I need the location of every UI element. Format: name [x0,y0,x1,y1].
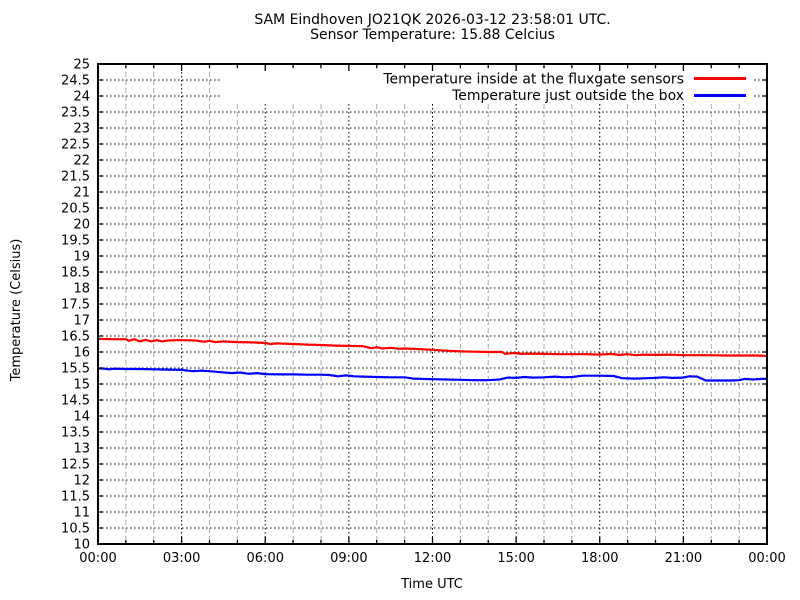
y-tick-label: 23.5 [61,106,90,121]
legend-background [222,70,752,103]
legend-label-inside: Temperature inside at the fluxgate senso… [382,72,684,88]
x-tick-label: 06:00 [247,551,284,566]
y-tick-label: 18.5 [61,266,90,281]
y-tick-label: 21 [73,186,90,201]
y-tick-label: 14.5 [61,394,90,409]
y-tick-label: 22 [73,154,90,169]
y-axis-title: Temperature (Celsius) [9,239,24,383]
y-tick-label: 15.5 [61,362,90,377]
y-tick-label: 14 [73,410,90,425]
frame-layer [97,63,768,545]
y-tick-label: 19.5 [61,234,90,249]
x-axis-title: Time UTC [400,577,463,592]
x-tick-label: 12:00 [414,551,451,566]
y-tick-label: 20 [73,218,90,233]
x-tick-label: 21:00 [665,551,702,566]
y-tick-label: 13.5 [61,426,90,441]
x-tick-label: 18:00 [581,551,618,566]
x-tick-label: 09:00 [330,551,367,566]
chart-title: SAM Eindhoven JO21QK 2026-03-12 23:58:01… [254,12,611,28]
y-tick-label: 12 [73,474,90,489]
y-tick-label: 15 [73,378,90,393]
y-tick-label: 24 [73,90,90,105]
legend-label-outside: Temperature just outside the box [451,88,684,104]
y-tick-label: 11.5 [61,490,90,505]
grid-layer [98,64,767,544]
y-tick-label: 23 [73,122,90,137]
y-tick-label: 19 [73,250,90,265]
y-tick-label: 25 [73,58,90,73]
series-layer [97,337,768,382]
x-tick-label: 03:00 [163,551,200,566]
chart-subtitle: Sensor Temperature: 15.88 Celcius [310,27,555,43]
legend: Temperature inside at the fluxgate senso… [222,70,752,104]
y-tick-label: 11 [73,506,90,521]
series-line-1 [97,367,767,382]
y-tick-label: 17 [73,314,90,329]
tick-labels-layer: 2524.52423.52322.52221.52120.52019.51918… [61,58,786,567]
x-tick-label: 15:00 [497,551,534,566]
y-tick-label: 20.5 [61,202,90,217]
y-tick-label: 16.5 [61,330,90,345]
y-tick-label: 22.5 [61,138,90,153]
y-tick-label: 13 [73,442,90,457]
y-tick-label: 12.5 [61,458,90,473]
x-tick-label: 00:00 [79,551,116,566]
y-tick-label: 18 [73,282,90,297]
x-tick-label: 00:00 [748,551,785,566]
y-tick-label: 16 [73,346,90,361]
series-line-0 [97,337,768,357]
y-tick-label: 10 [73,538,90,553]
y-tick-label: 21.5 [61,170,90,185]
y-tick-label: 17.5 [61,298,90,313]
y-tick-label: 24.5 [61,74,90,89]
y-tick-label: 10.5 [61,522,90,537]
